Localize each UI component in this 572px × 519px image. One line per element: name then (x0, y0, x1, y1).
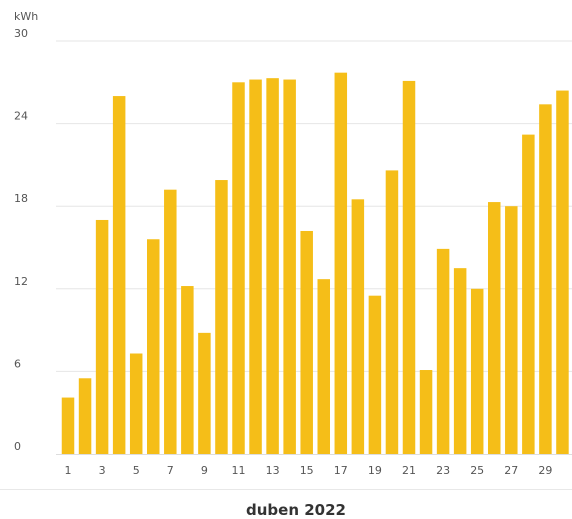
y-axis: 0 6 12 18 24 30 (14, 27, 28, 453)
x-tick-label: 21 (402, 464, 416, 477)
x-tick-label: 19 (368, 464, 382, 477)
bar-day-4 (112, 96, 126, 455)
x-tick-label: 13 (266, 464, 280, 477)
y-tick-label: 24 (14, 110, 28, 123)
y-tick-label: 6 (14, 357, 21, 370)
bar-day-23 (436, 248, 450, 454)
bar-day-3 (95, 219, 109, 454)
bar-day-26 (488, 202, 501, 454)
bar-day-28 (522, 134, 535, 454)
bar-day-29 (539, 104, 552, 455)
bar-day-11 (232, 82, 245, 455)
bars (61, 72, 569, 455)
x-tick-label: 3 (99, 464, 106, 477)
x-axis: 1 3 5 7 9 11 13 15 17 19 21 23 25 27 29 (65, 464, 553, 477)
bar-day-21 (402, 80, 416, 454)
x-tick-label: 7 (167, 464, 174, 477)
bar-day-7 (164, 189, 177, 454)
bar-day-20 (385, 170, 399, 454)
x-tick-label: 5 (133, 464, 140, 477)
y-tick-label: 30 (14, 27, 28, 40)
x-tick-label: 9 (201, 464, 208, 477)
bar-day-1 (61, 397, 75, 454)
bar-day-25 (470, 288, 484, 454)
bar-day-27 (505, 206, 518, 454)
bar-day-13 (266, 78, 279, 455)
bar-day-22 (419, 370, 433, 454)
bar-day-15 (300, 230, 313, 454)
bar-day-30 (556, 90, 569, 454)
bar-day-19 (368, 295, 382, 454)
bar-day-5 (129, 353, 143, 454)
bar-day-8 (181, 286, 194, 454)
x-tick-label: 1 (65, 464, 72, 477)
bar-day-14 (283, 79, 296, 455)
bar-day-10 (215, 180, 228, 454)
x-tick-label: 23 (436, 464, 450, 477)
y-tick-label: 18 (14, 192, 28, 205)
bar-day-6 (147, 239, 160, 454)
bar-day-16 (317, 279, 330, 454)
y-axis-unit-label: kWh (14, 10, 38, 23)
y-tick-label: 12 (14, 275, 28, 288)
x-tick-label: 25 (470, 464, 484, 477)
bar-day-2 (78, 378, 92, 454)
y-tick-label: 0 (14, 440, 21, 453)
gridlines (56, 40, 572, 372)
bar-day-9 (198, 332, 211, 454)
x-tick-label: 17 (334, 464, 348, 477)
bar-day-17 (334, 72, 348, 454)
x-tick-label: 11 (232, 464, 246, 477)
bar-day-18 (351, 199, 365, 454)
chart-title: duben 2022 (246, 501, 346, 519)
x-tick-label: 27 (504, 464, 518, 477)
x-tick-label: 29 (538, 464, 552, 477)
bar-day-12 (249, 79, 262, 455)
x-tick-label: 15 (300, 464, 314, 477)
bar-day-24 (453, 268, 467, 454)
